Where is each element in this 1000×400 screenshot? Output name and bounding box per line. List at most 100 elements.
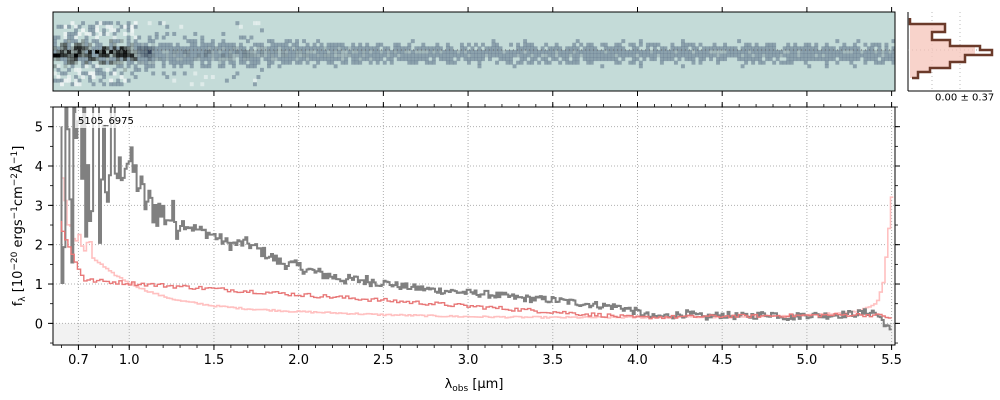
spectrum-2d-pixel: [105, 46, 110, 51]
spectrum-2d-pixel: [488, 57, 492, 62]
spectrum-2d-pixel: [182, 71, 187, 76]
spectrum-2d-pixel: [551, 46, 556, 51]
spectrum-2d-pixel: [424, 49, 429, 54]
spectrum-2d-pixel: [168, 49, 173, 54]
spectrum-2d-pixel: [193, 53, 198, 58]
spectrum-2d-pixel: [344, 53, 349, 58]
spectrum-2d-pixel: [586, 60, 591, 65]
spectrum-2d-pixel: [344, 60, 349, 65]
spectrum-2d-pixel: [319, 49, 324, 54]
spectrum-2d-pixel: [621, 46, 626, 51]
spectrum-2d-pixel: [288, 39, 292, 44]
spectrum-2d-pixel: [824, 60, 829, 65]
spectrum-2d-pixel: [74, 60, 78, 65]
spectrum-2d-pixel: [98, 78, 103, 83]
spectrum-2d-pixel: [133, 57, 138, 62]
spectrum-2d-pixel: [614, 46, 619, 51]
spectrum-2d-pixel: [102, 31, 107, 36]
spectrum-2d-pixel: [831, 49, 836, 54]
spectrum-2d-pixel: [716, 57, 720, 62]
spectrum-2d-pixel: [224, 49, 229, 54]
spectrum-2d-pixel: [154, 31, 159, 36]
spectrum-2d-pixel: [354, 46, 359, 51]
spectrum-2d-pixel: [302, 39, 306, 44]
spectrum-2d-pixel: [172, 60, 177, 65]
spectrum-2d-pixel: [179, 24, 184, 29]
spectrum-2d-pixel: [126, 49, 131, 54]
spectrum-2d-pixel: [758, 49, 763, 54]
spectrum-2d-pixel: [151, 46, 156, 51]
spectrum-2d-pixel: [523, 42, 528, 47]
spectrum-2d-pixel: [105, 60, 110, 65]
model-line: [60, 220, 892, 320]
spectrum-2d-pixel: [323, 49, 328, 54]
x-tick-label: 1.5: [204, 353, 225, 368]
spectrum-2d-pixel: [305, 60, 310, 65]
spectrum-2d-pixel: [575, 57, 580, 62]
spectrum-2d-pixel: [207, 49, 212, 54]
spectrum-2d-pixel: [744, 57, 749, 62]
spectrum-2d-pixel: [252, 57, 257, 62]
spectrum-2d-pixel: [488, 49, 492, 54]
spectrum-2d-pixel: [98, 53, 103, 58]
spectrum-2d-pixel: [382, 49, 387, 54]
spectrum-2d-pixel: [95, 35, 100, 40]
spectrum-2d-pixel: [263, 49, 268, 54]
spectrum-2d-pixel: [102, 53, 107, 58]
spectrum-2d-pixel: [393, 49, 398, 54]
spectrum-2d-pixel: [291, 57, 296, 62]
spectrum-2d-pixel: [256, 42, 261, 47]
spectrum-2d-pixel: [235, 49, 240, 54]
y-tick-label: 3: [35, 199, 43, 214]
spectrum-2d-pixel: [803, 42, 808, 47]
spectrum-2d-pixel: [95, 64, 100, 69]
spectrum-2d-pixel: [600, 42, 605, 47]
spectrum-2d-pixel: [116, 53, 121, 58]
x-tick-label: 3.5: [542, 353, 563, 368]
spectrum-2d-pixel: [323, 57, 328, 62]
spectrum-2d-pixel: [288, 53, 292, 58]
spectrum-2d-pixel: [344, 46, 349, 51]
spectrum-2d-pixel: [688, 42, 692, 47]
spectrum-2d-pixel: [165, 46, 170, 51]
spectrum-2d-pixel: [147, 57, 152, 62]
spectrum-2d-pixel: [137, 49, 142, 54]
spectrum-2d-pixel: [884, 57, 889, 62]
spectrum-2d-pixel: [852, 42, 857, 47]
spectrum-2d-pixel: [67, 49, 71, 54]
spectrum-2d-pixel: [807, 53, 812, 58]
spectrum-2d-pixel: [593, 49, 598, 54]
spectrum-2d-pixel: [231, 75, 236, 80]
spectrum-2d-pixel: [84, 49, 89, 54]
spectrum-2d-pixel: [165, 53, 170, 58]
spectrum-2d-pixel: [189, 42, 194, 47]
spectrum-2d-pixel: [154, 57, 159, 62]
spectrum-2d-pixel: [575, 49, 580, 54]
spectrum-2d-pixel: [775, 53, 780, 58]
spectrum-2d-pixel: [252, 82, 257, 87]
spectrum-2d-pixel: [445, 57, 450, 62]
spectrum-2d-pixel: [466, 57, 471, 62]
spectrum-2d-pixel: [751, 46, 756, 51]
spectrum-2d-pixel: [470, 49, 475, 54]
spectrum-2d-pixel: [382, 53, 387, 58]
y-tick-label: 5: [35, 121, 43, 136]
spectrum-2d-pixel: [200, 64, 205, 69]
spectrum-2d-pixel: [249, 46, 254, 51]
spectrum-2d-pixel: [600, 57, 605, 62]
spectrum-2d-pixel: [172, 71, 177, 76]
spectrum-2d-pixel: [88, 42, 92, 47]
spectrum-2d-pixel: [175, 57, 180, 62]
profile-line: [908, 18, 994, 80]
spectrum-2d-pixel: [782, 60, 787, 65]
spectrum-2d-pixel: [800, 57, 805, 62]
spectrum-2d-pixel: [53, 35, 57, 40]
spectrum-2d-pixel: [491, 39, 496, 44]
spectrum-2d-pixel: [277, 57, 282, 62]
spectrum-2d-pixel: [186, 39, 191, 44]
spectrum-2d-pixel: [547, 60, 552, 65]
spectrum-2d-pixel: [435, 53, 440, 58]
spectrum-2d-pixel: [375, 60, 380, 65]
spectrum-2d-pixel: [365, 57, 370, 62]
spectrum-2d-pixel: [565, 60, 570, 65]
